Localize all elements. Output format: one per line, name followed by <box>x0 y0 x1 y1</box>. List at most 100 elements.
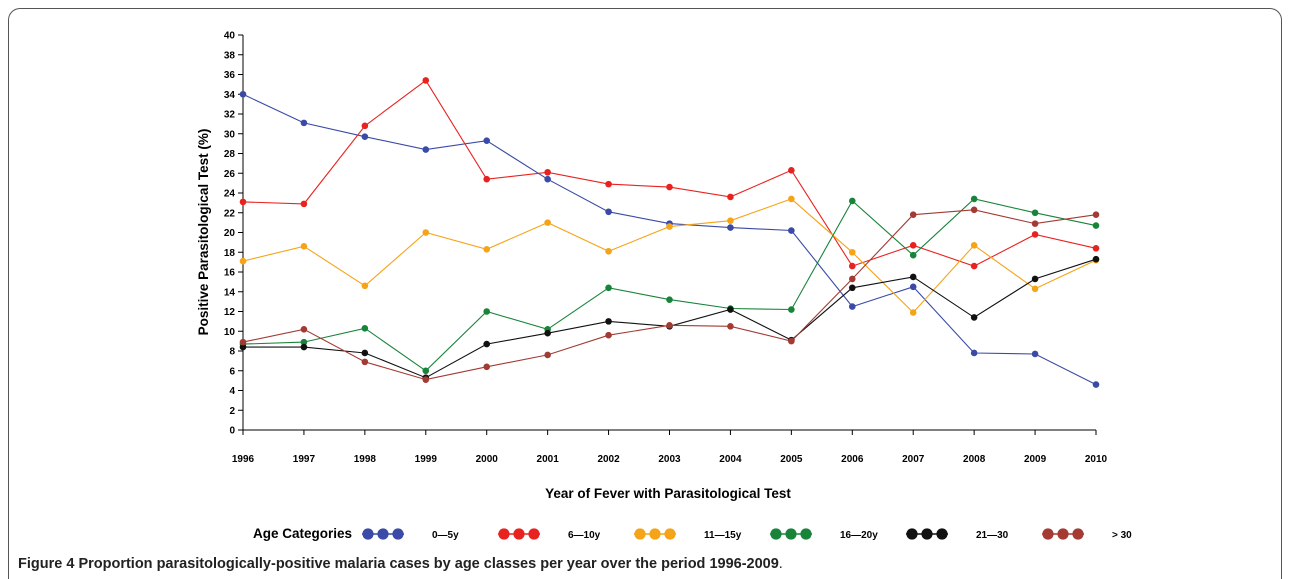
series-layer <box>239 77 1100 388</box>
y-tick-label: 16 <box>224 268 236 279</box>
x-tick-label: 2007 <box>902 454 925 465</box>
data-point <box>483 363 491 371</box>
data-point <box>483 175 491 183</box>
y-tick-label: 12 <box>224 307 236 318</box>
legend-marker <box>528 528 540 540</box>
data-point <box>848 248 856 256</box>
series-3 <box>239 195 1100 375</box>
data-point <box>970 195 978 203</box>
data-point <box>361 324 369 332</box>
data-point <box>909 211 917 219</box>
legend-marker <box>377 528 389 540</box>
data-point <box>239 198 247 206</box>
data-point <box>1092 255 1100 263</box>
legend-marker <box>770 528 782 540</box>
data-point <box>605 284 612 292</box>
data-point <box>361 133 369 141</box>
data-point <box>1092 222 1100 229</box>
data-point <box>361 349 369 357</box>
x-tick-label: 1996 <box>232 454 255 465</box>
x-tick-label: 2003 <box>658 454 681 465</box>
x-tick-label: 1998 <box>354 454 377 465</box>
legend-item-3: 16—20y <box>770 528 878 541</box>
data-point <box>361 122 369 130</box>
legend-marker <box>906 528 918 540</box>
legend-marker <box>498 528 510 540</box>
data-point <box>727 193 734 201</box>
legend-marker <box>785 528 797 540</box>
data-point <box>605 208 612 216</box>
data-point <box>909 283 917 291</box>
caption-end: . <box>778 556 783 572</box>
legend-label: > 30 <box>1112 530 1132 541</box>
y-tick-label: 32 <box>224 110 236 121</box>
y-tick-label: 20 <box>224 228 236 239</box>
data-point <box>848 197 856 205</box>
y-tick-label: 30 <box>224 129 236 140</box>
series-4 <box>239 255 1100 381</box>
data-point <box>239 90 247 98</box>
data-point <box>300 343 308 351</box>
y-tick-label: 14 <box>224 287 236 298</box>
data-point <box>970 314 978 321</box>
data-point <box>788 306 795 313</box>
data-point <box>727 224 734 231</box>
data-point <box>422 229 430 236</box>
data-point <box>666 322 673 329</box>
data-point <box>605 318 612 325</box>
data-point <box>1031 350 1039 358</box>
series-line <box>242 79 1097 267</box>
series-5 <box>239 206 1100 383</box>
y-tick-label: 40 <box>224 31 236 42</box>
legend-label: 6—10y <box>568 530 601 541</box>
data-point <box>1031 231 1039 238</box>
data-point <box>483 245 491 253</box>
y-tick-label: 36 <box>224 70 236 81</box>
data-point <box>788 337 795 345</box>
data-point <box>1031 220 1039 227</box>
legend-title: Age Categories <box>253 526 352 541</box>
y-tick-label: 0 <box>229 426 235 437</box>
data-point <box>909 242 917 249</box>
data-point <box>1092 211 1100 219</box>
chart-axes: 0246810121416182022242628303234363840199… <box>224 31 1108 466</box>
series-1 <box>239 77 1100 270</box>
data-point <box>970 349 978 357</box>
legend-marker <box>1042 528 1054 540</box>
x-tick-label: 2005 <box>780 454 803 465</box>
data-point <box>361 282 369 290</box>
x-tick-label: 2001 <box>537 454 560 465</box>
data-point <box>848 275 856 283</box>
data-point <box>300 119 308 127</box>
series-2 <box>239 195 1100 316</box>
x-tick-label: 2000 <box>476 454 499 465</box>
data-point <box>848 262 856 270</box>
y-tick-label: 4 <box>229 386 235 397</box>
series-line <box>242 93 1097 386</box>
x-axis-title: Year of Fever with Parasitological Test <box>545 486 791 501</box>
series-line <box>243 258 1097 379</box>
data-point <box>1031 275 1039 283</box>
data-point <box>1092 381 1100 388</box>
series-line <box>242 209 1097 381</box>
caption-label: Figure 4 <box>18 556 75 572</box>
line-chart: 0246810121416182022242628303234363840199… <box>196 31 1132 542</box>
legend-label: 21—30 <box>976 530 1009 541</box>
data-point <box>483 137 491 144</box>
legend-marker <box>1057 528 1069 540</box>
y-tick-label: 24 <box>224 189 236 200</box>
legend-marker <box>664 528 676 540</box>
data-point <box>544 175 551 183</box>
figure-frame <box>8 8 1282 579</box>
legend-marker <box>634 528 646 540</box>
x-tick-label: 2002 <box>597 454 620 465</box>
y-tick-label: 34 <box>224 90 236 101</box>
y-tick-label: 22 <box>224 208 236 219</box>
data-point <box>909 251 917 259</box>
legend-marker <box>921 528 933 540</box>
data-point <box>1092 245 1100 252</box>
legend-label: 16—20y <box>840 530 878 541</box>
data-point <box>483 308 491 315</box>
x-tick-label: 1997 <box>293 454 316 465</box>
data-point <box>300 200 308 208</box>
